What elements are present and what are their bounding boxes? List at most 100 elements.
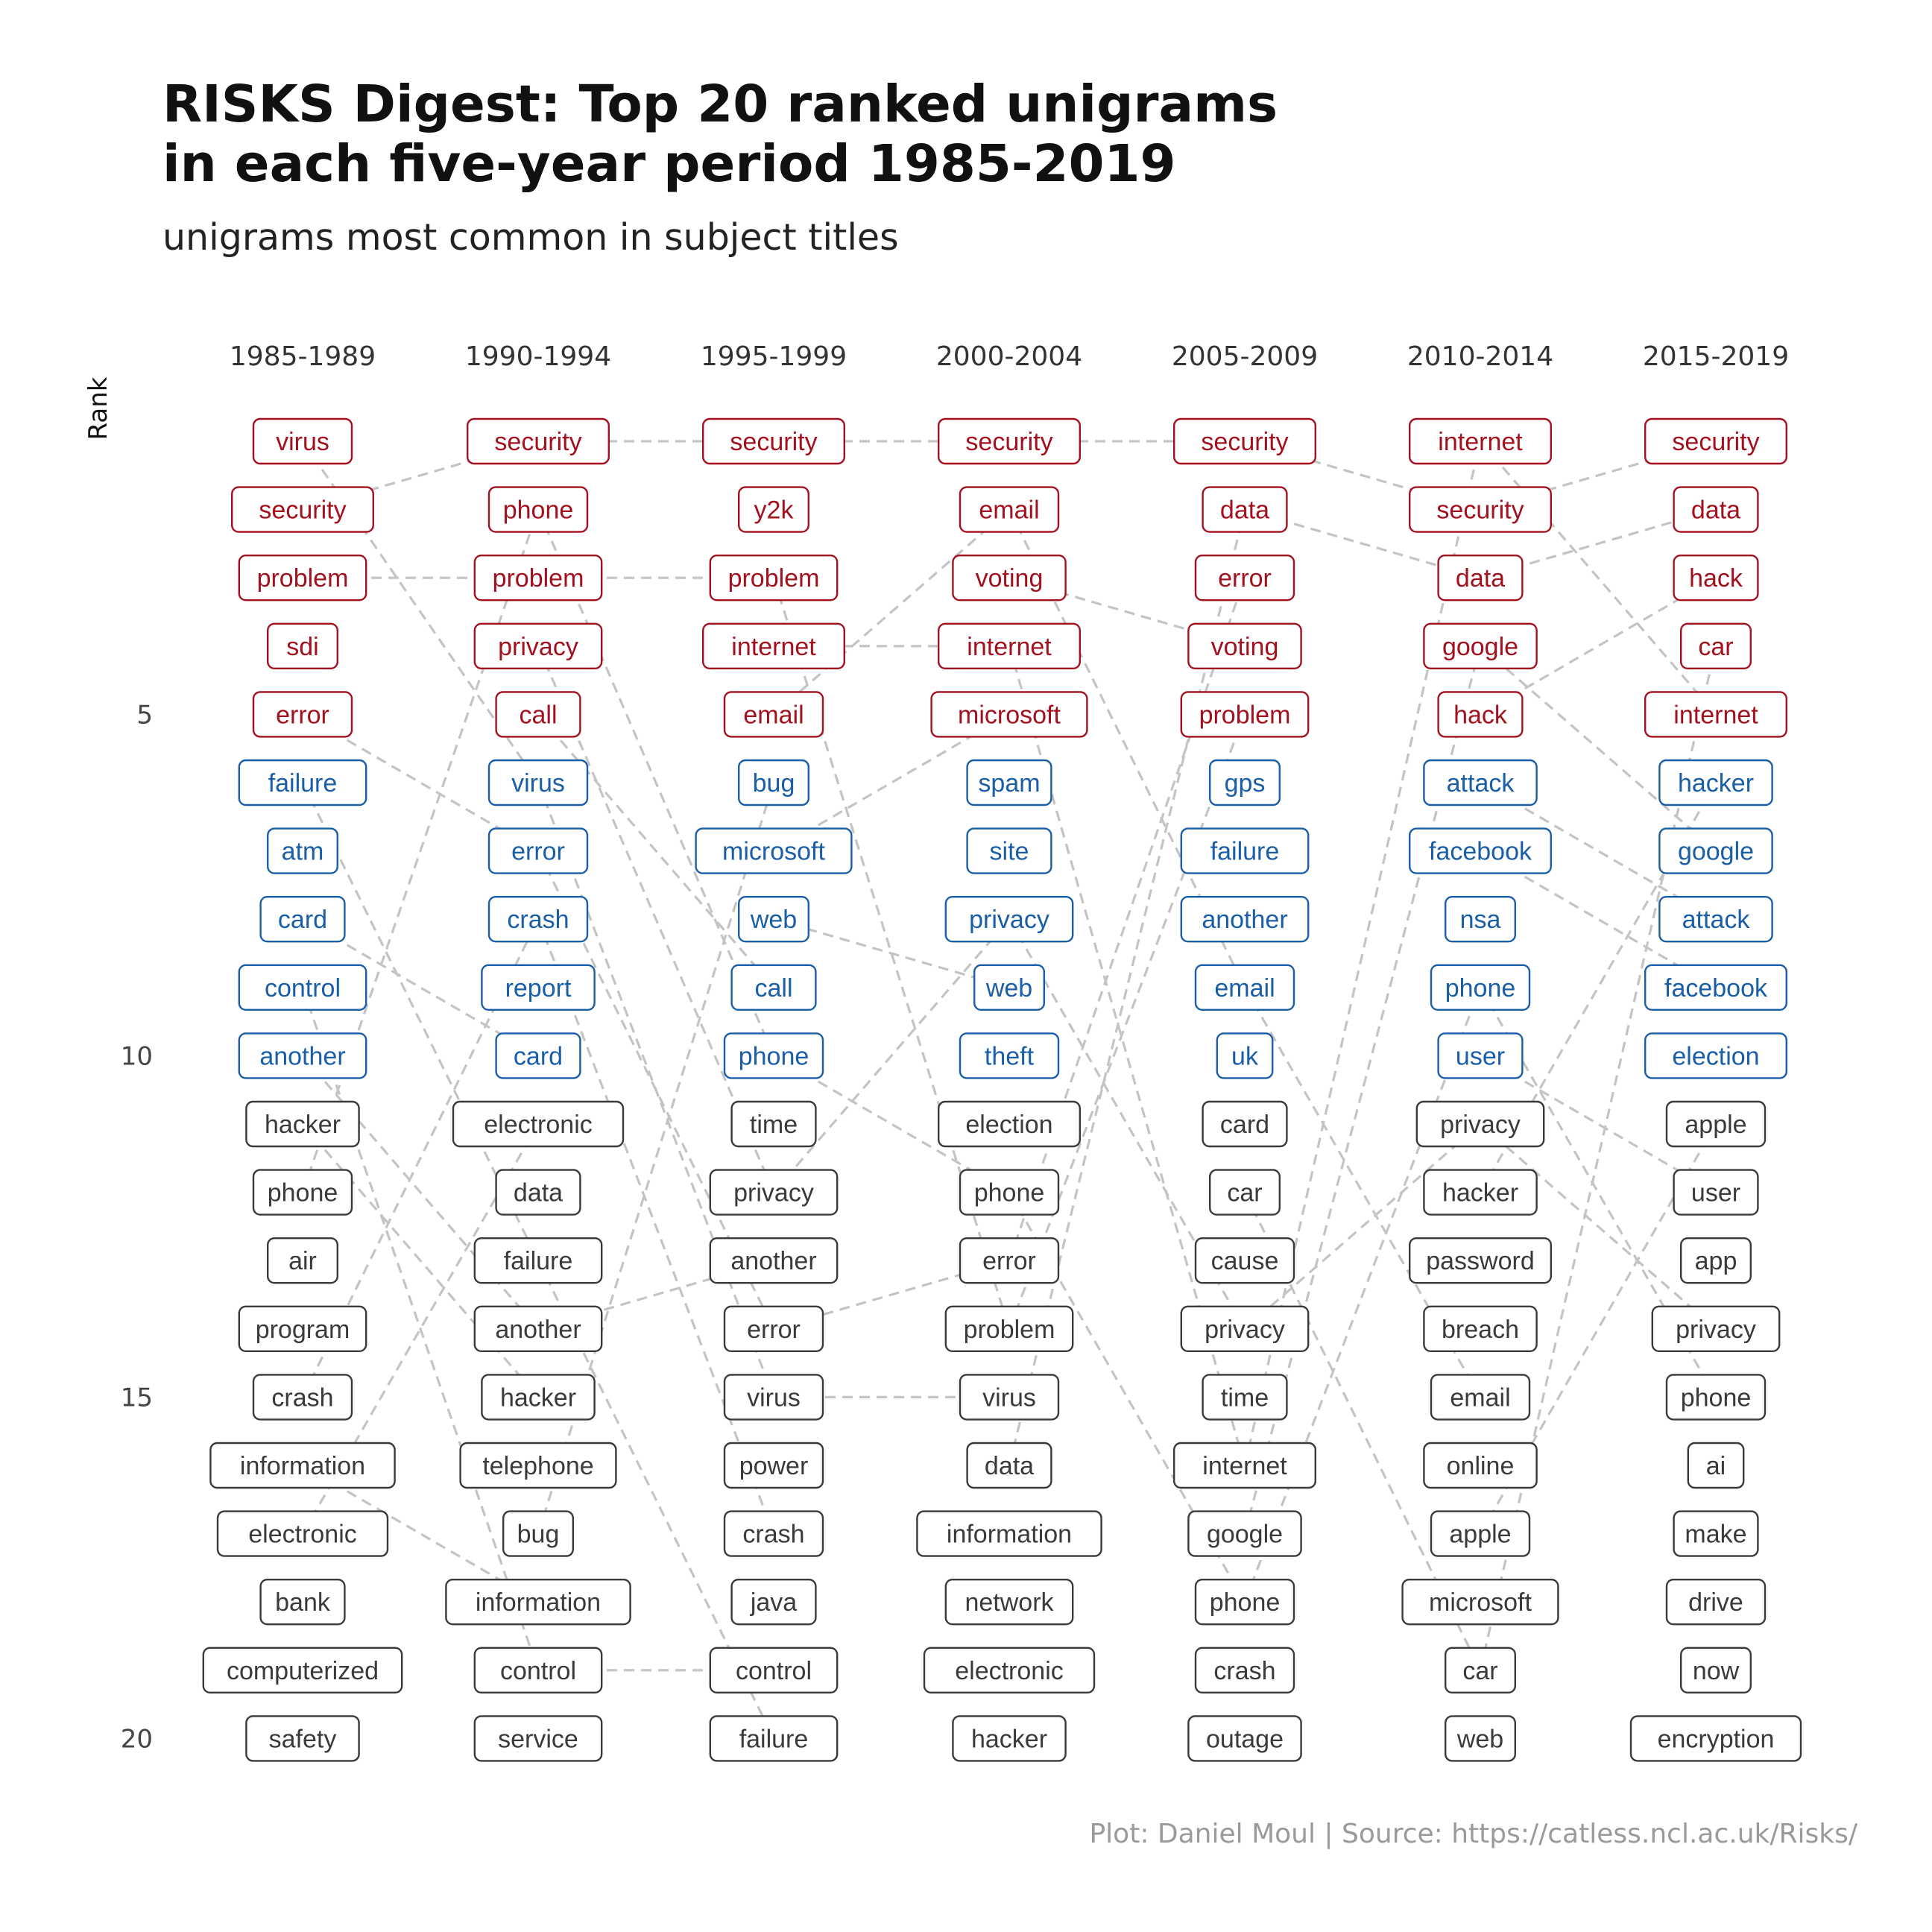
word-label: attack bbox=[1423, 759, 1538, 806]
period-header: 2005-2009 bbox=[1172, 341, 1318, 372]
word-label: phone bbox=[1194, 1578, 1295, 1626]
source-caption: Plot: Daniel Moul | Source: https://catl… bbox=[1089, 1819, 1857, 1849]
word-box bbox=[1444, 895, 1516, 943]
word-box bbox=[702, 417, 846, 465]
word-text: google bbox=[1207, 1521, 1283, 1549]
word-text: electronic bbox=[955, 1657, 1064, 1685]
word-label: virus bbox=[252, 417, 353, 465]
period-header: 2015-2019 bbox=[1643, 341, 1789, 372]
word-text: microsoft bbox=[1429, 1588, 1532, 1617]
word-label: bug bbox=[502, 1510, 575, 1557]
word-text: failure bbox=[268, 769, 338, 798]
word-box bbox=[1444, 1715, 1516, 1762]
word-text: bank bbox=[275, 1588, 331, 1617]
word-label: phone bbox=[723, 1032, 824, 1079]
word-text: phone bbox=[1210, 1588, 1281, 1617]
word-label: privacy bbox=[473, 622, 603, 669]
word-box bbox=[1644, 964, 1787, 1011]
word-text: crash bbox=[271, 1383, 333, 1412]
word-box bbox=[1172, 1442, 1316, 1489]
rank-link bbox=[772, 918, 1011, 1193]
word-text: control bbox=[736, 1657, 812, 1685]
word-box bbox=[730, 1578, 817, 1626]
word-label: user bbox=[1437, 1032, 1524, 1079]
word-label: apple bbox=[1430, 1510, 1531, 1557]
word-box bbox=[1187, 1510, 1302, 1557]
word-label: problem bbox=[473, 555, 603, 602]
rank-link bbox=[1479, 645, 1717, 1671]
word-box bbox=[252, 417, 353, 465]
word-label: site bbox=[966, 827, 1052, 874]
word-box bbox=[1687, 1442, 1745, 1489]
word-box bbox=[959, 1237, 1060, 1284]
word-box bbox=[1408, 486, 1552, 533]
word-box bbox=[1430, 1510, 1531, 1557]
word-label: microsoft bbox=[695, 827, 853, 874]
word-box bbox=[730, 1100, 817, 1148]
word-box bbox=[959, 1374, 1060, 1421]
word-box bbox=[916, 1510, 1102, 1557]
word-label: facebook bbox=[1408, 827, 1552, 874]
word-label: security bbox=[702, 417, 846, 465]
word-text: electronic bbox=[484, 1111, 593, 1139]
word-text: user bbox=[1456, 1042, 1505, 1070]
word-label: web bbox=[973, 964, 1045, 1011]
word-text: computerized bbox=[227, 1657, 379, 1685]
word-text: card bbox=[514, 1042, 563, 1070]
word-text: facebook bbox=[1429, 838, 1532, 866]
word-box bbox=[1202, 486, 1288, 533]
word-box bbox=[937, 417, 1081, 465]
word-box bbox=[245, 1715, 360, 1762]
word-label: error bbox=[1194, 555, 1295, 602]
word-box bbox=[238, 759, 367, 806]
word-label: time bbox=[1202, 1374, 1288, 1421]
word-box bbox=[473, 1305, 603, 1353]
word-text: error bbox=[982, 1247, 1036, 1275]
word-label: java bbox=[730, 1578, 817, 1626]
word-box bbox=[944, 1305, 1074, 1353]
word-box bbox=[267, 1237, 339, 1284]
word-label: safety bbox=[245, 1715, 360, 1762]
rank-link bbox=[1479, 1123, 1717, 1330]
word-box bbox=[702, 622, 846, 669]
word-label: program bbox=[238, 1305, 367, 1353]
word-label: data bbox=[1202, 486, 1288, 533]
word-label: google bbox=[1187, 1510, 1302, 1557]
word-text: call bbox=[519, 701, 557, 729]
word-label: crash bbox=[723, 1510, 824, 1557]
word-box bbox=[738, 486, 810, 533]
word-box bbox=[473, 555, 603, 602]
word-box bbox=[238, 555, 367, 602]
word-label: now bbox=[1679, 1647, 1752, 1694]
word-text: another bbox=[730, 1247, 816, 1275]
word-text: failure bbox=[504, 1247, 573, 1275]
word-label: failure bbox=[709, 1715, 839, 1762]
word-box bbox=[1194, 1647, 1295, 1694]
word-text: security bbox=[259, 496, 346, 525]
word-text: safety bbox=[269, 1725, 337, 1753]
word-text: microsoft bbox=[722, 838, 825, 866]
word-text: power bbox=[739, 1452, 809, 1480]
word-text: hack bbox=[1689, 564, 1743, 593]
word-label: service bbox=[473, 1715, 603, 1762]
word-label: gps bbox=[1208, 759, 1281, 806]
word-label: hacker bbox=[1423, 1169, 1538, 1216]
word-box bbox=[1644, 417, 1787, 465]
word-box bbox=[1408, 1237, 1552, 1284]
word-text: internet bbox=[1438, 428, 1523, 456]
word-box bbox=[937, 622, 1081, 669]
word-box bbox=[231, 486, 375, 533]
rank-link bbox=[1008, 713, 1246, 1330]
word-label: online bbox=[1423, 1442, 1538, 1489]
word-box bbox=[1401, 1578, 1559, 1626]
word-text: google bbox=[1678, 838, 1754, 866]
word-text: spam bbox=[978, 769, 1040, 798]
word-label: security bbox=[1172, 417, 1316, 465]
word-label: car bbox=[1208, 1169, 1281, 1216]
word-box bbox=[709, 1237, 839, 1284]
word-label: problem bbox=[1180, 691, 1310, 738]
word-label: hacker bbox=[245, 1100, 360, 1148]
word-text: internet bbox=[731, 633, 816, 661]
word-box bbox=[944, 895, 1074, 943]
word-text: error bbox=[1218, 564, 1272, 593]
